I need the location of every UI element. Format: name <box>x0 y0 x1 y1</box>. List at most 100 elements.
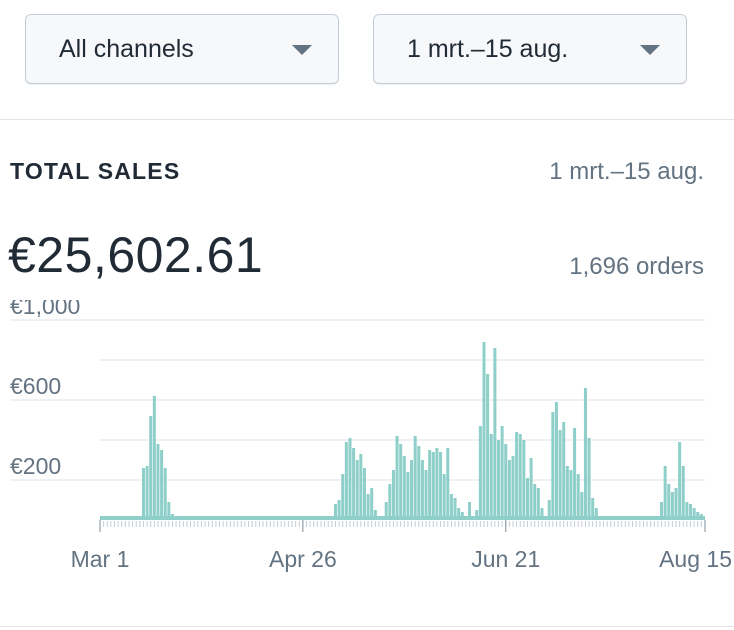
bar <box>413 436 417 520</box>
bar <box>594 508 598 520</box>
channel-select-value: All channels <box>59 34 194 63</box>
footer-divider <box>0 626 734 627</box>
bar <box>670 492 674 520</box>
bar <box>366 494 370 520</box>
bar <box>536 488 540 520</box>
bar <box>678 442 682 520</box>
bar <box>591 498 595 520</box>
bar <box>569 470 573 520</box>
bar <box>410 460 414 520</box>
bar <box>152 396 156 520</box>
bar <box>558 430 562 520</box>
bar <box>163 468 167 520</box>
x-tick-label: Mar 1 <box>71 546 130 572</box>
bar <box>699 514 703 520</box>
bar <box>576 474 580 520</box>
channel-select[interactable]: All channels <box>25 14 339 84</box>
bar <box>525 478 529 520</box>
bar <box>562 422 566 520</box>
bar <box>420 460 424 520</box>
bar <box>395 436 399 520</box>
bar <box>417 446 421 520</box>
card-title: TOTAL SALES <box>10 158 181 184</box>
bar <box>362 468 366 520</box>
bar <box>471 516 475 520</box>
date-range-select[interactable]: 1 mrt.–15 aug. <box>373 14 687 84</box>
chart-bars <box>100 342 705 520</box>
bar <box>540 508 544 520</box>
header-divider <box>0 119 734 120</box>
bar <box>685 502 689 520</box>
card-date-range: 1 mrt.–15 aug. <box>549 158 704 185</box>
bar <box>442 474 446 520</box>
bar <box>428 450 432 520</box>
date-range-select-value: 1 mrt.–15 aug. <box>407 34 569 63</box>
bar <box>431 452 435 520</box>
chevron-down-icon <box>292 45 312 55</box>
bar <box>500 426 504 520</box>
bar <box>435 448 439 520</box>
y-axis-labels: €1,000 €600 €200 <box>10 300 80 479</box>
bar <box>515 432 519 520</box>
bar <box>170 514 174 520</box>
bar <box>544 516 548 520</box>
bar <box>573 428 577 520</box>
bar <box>453 498 457 520</box>
bar <box>565 466 569 520</box>
bar <box>446 448 450 520</box>
bar <box>681 466 685 520</box>
bar <box>580 492 584 520</box>
bar <box>547 500 551 520</box>
x-tick-label: Apr 26 <box>269 546 337 572</box>
bar <box>333 504 337 520</box>
bar <box>468 502 472 520</box>
bar <box>449 494 453 520</box>
bar <box>460 512 464 520</box>
bar <box>696 512 700 520</box>
y-tick-label: €600 <box>10 373 61 399</box>
bar <box>341 474 345 520</box>
bar <box>507 460 511 520</box>
bar <box>149 416 153 520</box>
bar <box>511 456 515 520</box>
x-tick-label: Aug 15 <box>659 546 732 572</box>
bar <box>663 466 667 520</box>
bar <box>167 502 171 520</box>
bar <box>141 468 145 520</box>
bar <box>424 470 428 520</box>
bar <box>370 488 374 520</box>
bar <box>457 508 461 520</box>
bar <box>355 460 359 520</box>
orders-count: 1,696 orders <box>569 253 704 280</box>
total-sales-value: €25,602.61 <box>8 227 264 283</box>
bar <box>337 500 341 520</box>
bar <box>348 438 352 520</box>
bar <box>587 438 591 520</box>
bar <box>482 342 486 520</box>
x-tick-label: Jun 21 <box>471 546 540 572</box>
bar <box>352 448 356 520</box>
bar <box>504 444 508 520</box>
chart-grid <box>10 319 705 481</box>
bar <box>660 502 664 520</box>
bar <box>692 508 696 520</box>
bar <box>529 458 533 520</box>
bar <box>388 484 392 520</box>
bar <box>178 516 182 520</box>
bar <box>667 484 671 520</box>
bar <box>391 470 395 520</box>
bar <box>359 454 363 520</box>
bar <box>493 348 497 520</box>
bar <box>583 388 587 520</box>
bar <box>518 434 522 520</box>
bar <box>496 440 501 520</box>
x-axis-ticks <box>99 520 706 532</box>
bar <box>688 504 693 520</box>
bar <box>402 456 406 520</box>
bar <box>384 502 388 520</box>
y-tick-label: €1,000 <box>10 300 80 319</box>
bar <box>330 516 334 520</box>
x-axis-labels: Mar 1 Apr 26 Jun 21 Aug 15 <box>71 546 732 572</box>
bar <box>475 510 479 520</box>
chevron-down-icon <box>640 45 660 55</box>
